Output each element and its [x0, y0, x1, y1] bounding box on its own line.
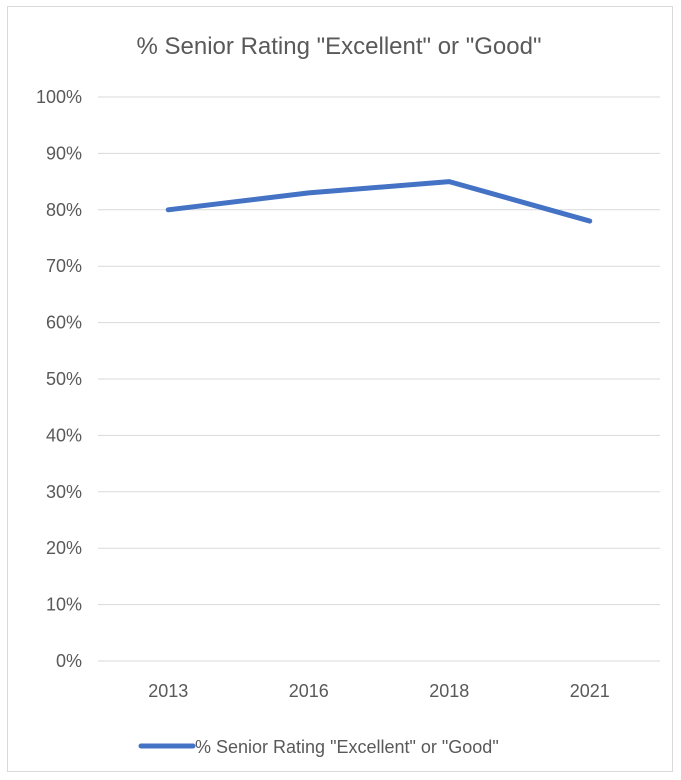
x-tick-label: 2021: [570, 681, 610, 701]
y-tick-label: 90%: [46, 143, 82, 163]
y-tick-label: 100%: [36, 87, 82, 107]
y-tick-label: 0%: [56, 651, 82, 671]
y-tick-label: 30%: [46, 482, 82, 502]
y-tick-label: 50%: [46, 369, 82, 389]
y-axis-tick-labels: 0% 10% 20% 30% 40% 50% 60% 70% 80% 90% 100%: [36, 87, 82, 671]
series-line: [165, 179, 593, 224]
gridlines: [98, 96, 660, 662]
x-axis-tick-labels: 2013 2016 2018 2021: [148, 681, 610, 701]
x-tick-label: 2013: [148, 681, 188, 701]
y-tick-label: 20%: [46, 538, 82, 558]
chart-frame: [7, 6, 673, 772]
y-tick-label: 10%: [46, 595, 82, 615]
legend: % Senior Rating "Excellent" or "Good": [138, 737, 499, 757]
y-tick-label: 40%: [46, 425, 82, 445]
y-tick-label: 60%: [46, 313, 82, 333]
x-tick-label: 2018: [429, 681, 469, 701]
y-tick-label: 70%: [46, 256, 82, 276]
x-tick-label: 2016: [289, 681, 329, 701]
series-lines: [165, 179, 593, 224]
y-tick-label: 80%: [46, 200, 82, 220]
chart-title: % Senior Rating "Excellent" or "Good": [137, 33, 542, 60]
legend-label: % Senior Rating "Excellent" or "Good": [195, 737, 499, 757]
